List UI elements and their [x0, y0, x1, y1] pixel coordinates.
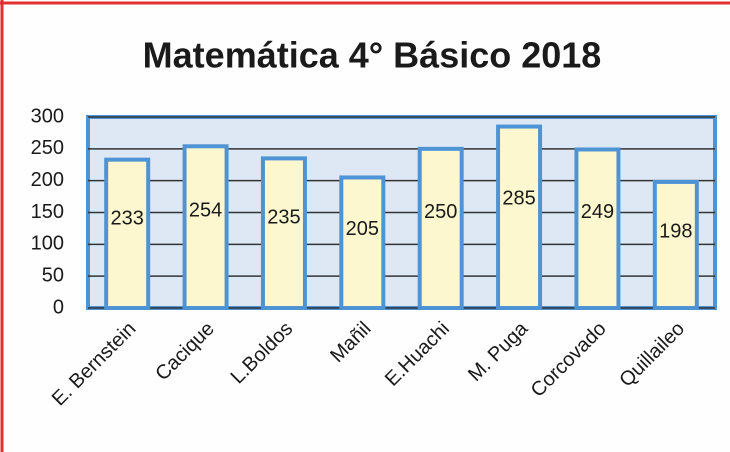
y-tick-label: 50	[42, 264, 64, 286]
bar	[652, 179, 699, 310]
y-tick-label: 150	[31, 201, 64, 223]
data-label: 254	[189, 199, 222, 221]
data-label: 249	[581, 201, 614, 223]
y-tick-label: 250	[31, 137, 64, 159]
y-tick-label: 300	[31, 105, 64, 127]
bar	[496, 124, 543, 310]
bar	[339, 175, 386, 310]
y-tick-label: 0	[53, 296, 64, 318]
data-label: 235	[267, 207, 300, 229]
data-label: 205	[346, 218, 379, 240]
bar	[182, 144, 229, 310]
bar	[574, 147, 621, 310]
chart-title: Matemática 4° Básico 2018	[143, 35, 602, 76]
bar	[417, 146, 464, 310]
bar	[260, 156, 307, 310]
bar	[104, 157, 151, 310]
data-label: 250	[424, 201, 457, 223]
data-label: 285	[502, 187, 535, 209]
data-label: 233	[111, 207, 144, 229]
y-tick-label: 100	[31, 233, 64, 255]
data-label: 198	[659, 221, 692, 243]
y-tick-label: 200	[31, 169, 64, 191]
